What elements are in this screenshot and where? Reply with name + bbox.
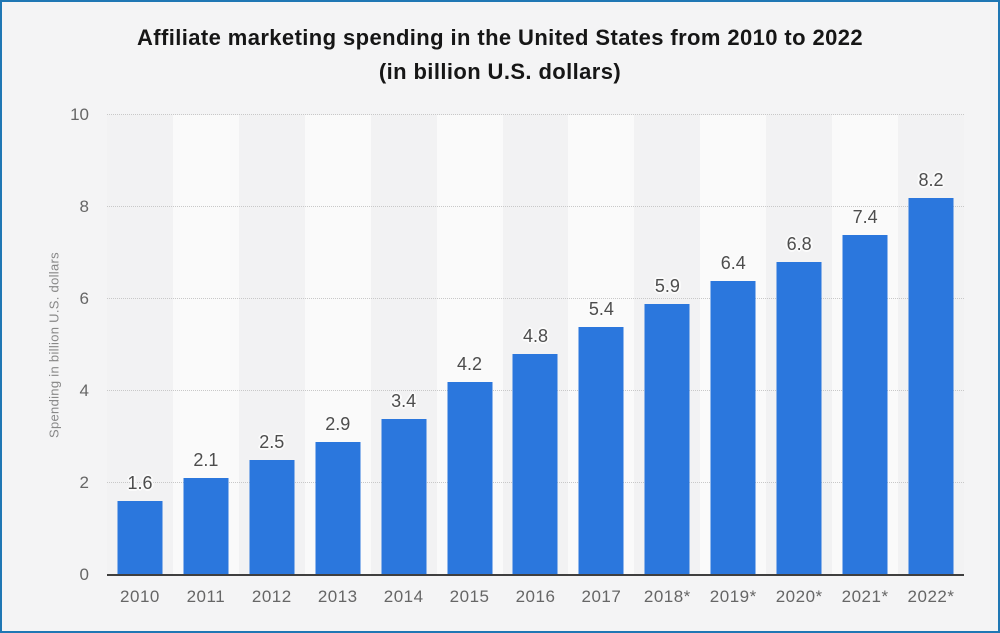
x-axis-tick-label: 2022* (907, 587, 955, 606)
chart-title-line2: (in billion U.S. dollars) (378, 59, 622, 84)
bar (381, 418, 427, 575)
bar (447, 381, 493, 575)
bar-column: 6.4 2019* (700, 115, 767, 606)
x-axis-tick-label: 2011 (186, 587, 226, 606)
bar-value-label: 5.9 (654, 275, 680, 296)
bar (117, 501, 163, 575)
chart-title-line1: Affiliate marketing spending in the Unit… (136, 25, 864, 50)
bar-column: 1.6 2010 (107, 115, 173, 606)
x-axis-tick-label: 2019* (709, 587, 757, 606)
y-axis-tick-labels: 0 2 4 6 8 10 (2, 105, 89, 584)
bar (183, 478, 229, 575)
x-axis-tick-label: 2015 (449, 587, 490, 606)
bar (315, 441, 361, 575)
bar-column: 7.4 2021* (832, 115, 899, 606)
bar (776, 262, 822, 575)
x-axis-tick-label: 2012 (251, 587, 292, 606)
bar-column: 6.8 2020* (766, 115, 833, 606)
bar-column: 8.2 2022* (898, 115, 964, 606)
chart-title: Affiliate marketing spending in the Unit… (2, 21, 998, 89)
bar-column: 5.4 2017 (568, 115, 635, 606)
bar-column: 4.2 2015 (436, 115, 503, 606)
x-axis-tick-label: 2018* (643, 587, 691, 606)
bar (908, 197, 954, 575)
x-axis-tick-label: 2016 (515, 587, 556, 606)
y-axis-tick-label: 6 (79, 289, 89, 308)
y-axis-tick-label: 4 (79, 381, 89, 400)
bar-column: 3.4 2014 (370, 115, 437, 606)
bar-value-label: 6.8 (786, 234, 812, 255)
bar-value-label: 6.4 (720, 252, 746, 273)
bar-value-label: 1.6 (127, 473, 153, 494)
x-axis-tick-label: 2020* (775, 587, 823, 606)
x-axis-tick-label: 2017 (581, 587, 622, 606)
bar-value-label: 2.1 (193, 450, 219, 471)
bar-value-label: 7.4 (852, 206, 878, 227)
bar (842, 234, 888, 575)
bar (644, 303, 690, 575)
bar-column: 2.9 2013 (304, 115, 371, 606)
bar (578, 326, 624, 575)
bar-value-label: 5.4 (588, 298, 614, 319)
y-axis-tick-label: 8 (79, 197, 89, 216)
bar-value-label: 2.9 (325, 413, 351, 434)
bar-value-label: 4.2 (457, 353, 483, 374)
bar-column: 4.8 2016 (502, 115, 569, 606)
x-axis-tick-label: 2010 (120, 587, 160, 606)
bar-column: 2.1 2011 (172, 115, 239, 606)
y-axis-tick-label: 0 (79, 565, 89, 584)
x-axis-tick-label: 2021* (841, 587, 889, 606)
bar (249, 460, 295, 575)
bar-value-label: 2.5 (259, 432, 285, 452)
plot-area: 1.6 2010 2.1 2011 2.5 2012 2.9 2013 3.4 2014 4.2 20… (107, 114, 964, 606)
y-axis-tick-label: 10 (70, 105, 89, 124)
bar (710, 280, 756, 575)
bar (512, 354, 558, 575)
bar-value-label: 8.2 (918, 169, 944, 190)
bar-value-label: 4.8 (522, 326, 548, 347)
x-axis-tick-label: 2014 (383, 587, 424, 606)
bar-column: 5.9 2018* (634, 115, 701, 606)
bar-column: 2.5 2012 (238, 115, 305, 606)
y-axis-tick-label: 2 (79, 473, 89, 492)
bar-value-label: 3.4 (391, 390, 417, 411)
x-axis-tick-label: 2013 (317, 587, 358, 606)
x-axis-line (107, 574, 964, 576)
